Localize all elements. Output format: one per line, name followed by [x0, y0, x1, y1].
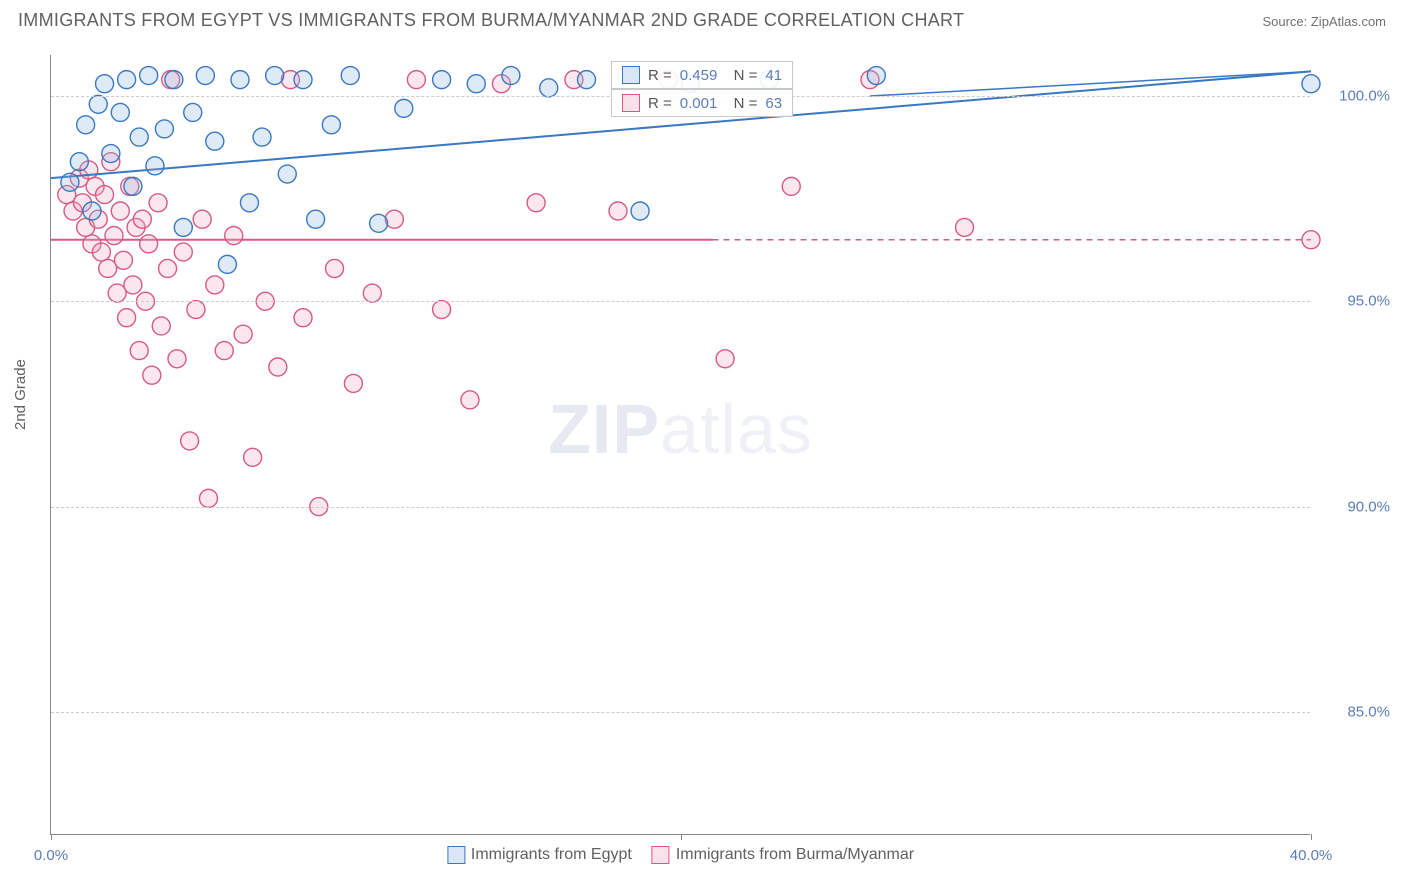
data-point [215, 342, 233, 360]
data-point [578, 71, 596, 89]
data-point [114, 251, 132, 269]
data-point [181, 432, 199, 450]
data-point [527, 194, 545, 212]
ytick-label: 90.0% [1347, 498, 1390, 515]
chart-svg [51, 55, 1310, 834]
data-point [433, 301, 451, 319]
data-point [1302, 231, 1320, 249]
data-point [140, 235, 158, 253]
data-point [96, 75, 114, 93]
data-point [146, 157, 164, 175]
stat-legend-row: R = 0.001 N = 63 [611, 89, 793, 117]
data-point [502, 67, 520, 85]
data-point [244, 448, 262, 466]
data-point [407, 71, 425, 89]
data-point [77, 116, 95, 134]
data-point [240, 194, 258, 212]
source-label: Source: ZipAtlas.com [1262, 14, 1386, 29]
data-point [385, 210, 403, 228]
data-point [326, 259, 344, 277]
chart-title: IMMIGRANTS FROM EGYPT VS IMMIGRANTS FROM… [18, 10, 964, 31]
data-point [102, 145, 120, 163]
data-point [782, 177, 800, 195]
data-point [130, 128, 148, 146]
data-point [395, 99, 413, 117]
data-point [341, 67, 359, 85]
data-point [294, 71, 312, 89]
xtick-label: 40.0% [1290, 847, 1333, 864]
data-point [206, 132, 224, 150]
data-point [344, 374, 362, 392]
data-point [184, 103, 202, 121]
data-point [124, 276, 142, 294]
stat-legend-row: R = 0.459 N = 41 [611, 61, 793, 89]
data-point [124, 177, 142, 195]
data-point [130, 342, 148, 360]
data-point [111, 202, 129, 220]
data-point [461, 391, 479, 409]
data-point [234, 325, 252, 343]
data-point [253, 128, 271, 146]
data-point [89, 95, 107, 113]
data-point [118, 71, 136, 89]
data-point [133, 210, 151, 228]
data-point [269, 358, 287, 376]
data-point [716, 350, 734, 368]
bottom-legend: Immigrants from EgyptImmigrants from Bur… [447, 846, 914, 864]
data-point [196, 67, 214, 85]
data-point [165, 71, 183, 89]
data-point [140, 67, 158, 85]
ytick-label: 100.0% [1339, 88, 1390, 105]
data-point [174, 243, 192, 261]
data-point [152, 317, 170, 335]
data-point [149, 194, 167, 212]
data-point [155, 120, 173, 138]
data-point [111, 103, 129, 121]
data-point [225, 227, 243, 245]
data-point [266, 67, 284, 85]
ytick-label: 95.0% [1347, 293, 1390, 310]
data-point [105, 227, 123, 245]
data-point [168, 350, 186, 368]
data-point [467, 75, 485, 93]
data-point [278, 165, 296, 183]
data-point [61, 173, 79, 191]
data-point [1302, 75, 1320, 93]
data-point [143, 366, 161, 384]
xtick-label: 0.0% [34, 847, 68, 864]
y-axis-label: 2nd Grade [12, 359, 29, 430]
data-point [70, 153, 88, 171]
data-point [159, 259, 177, 277]
data-point [206, 276, 224, 294]
data-point [609, 202, 627, 220]
data-point [363, 284, 381, 302]
data-point [433, 71, 451, 89]
data-point [200, 489, 218, 507]
plot-area: ZIPatlas 85.0%90.0%95.0%100.0%0.0%40.0%R… [50, 55, 1310, 835]
data-point [307, 210, 325, 228]
data-point [118, 309, 136, 327]
data-point [322, 116, 340, 134]
data-point [193, 210, 211, 228]
data-point [83, 202, 101, 220]
data-point [370, 214, 388, 232]
data-point [92, 243, 110, 261]
data-point [956, 218, 974, 236]
data-point [231, 71, 249, 89]
data-point [540, 79, 558, 97]
data-point [867, 67, 885, 85]
data-point [96, 186, 114, 204]
data-point [294, 309, 312, 327]
data-point [631, 202, 649, 220]
ytick-label: 85.0% [1347, 703, 1390, 720]
data-point [218, 255, 236, 273]
data-point [174, 218, 192, 236]
data-point [187, 301, 205, 319]
